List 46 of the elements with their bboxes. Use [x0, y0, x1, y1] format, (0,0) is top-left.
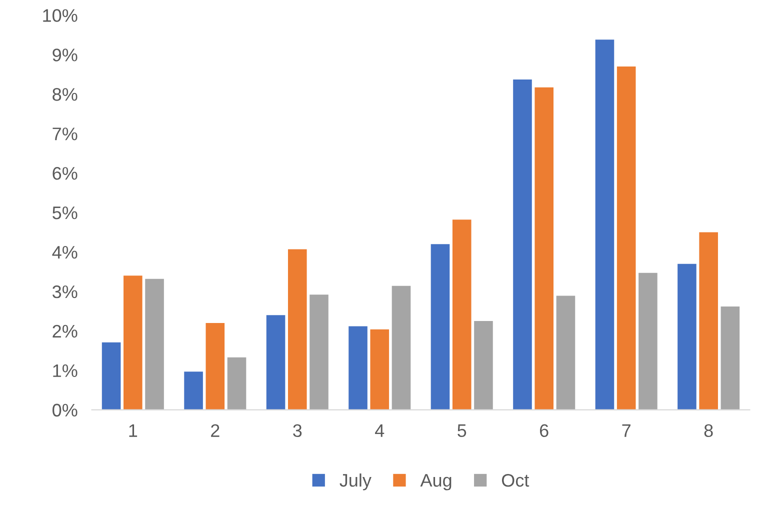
bar	[452, 220, 472, 410]
bar	[556, 296, 576, 410]
bar	[206, 323, 225, 410]
bar	[534, 87, 554, 410]
bar	[184, 372, 203, 410]
y-tick-label: 8%	[52, 88, 78, 101]
bar	[227, 357, 246, 410]
x-tick-label: 8	[704, 424, 713, 438]
y-tick-label: 10%	[43, 9, 78, 22]
bar	[699, 232, 718, 410]
y-tick-label: 7%	[52, 128, 78, 140]
bar	[145, 278, 164, 410]
legend-label: Oct	[502, 474, 530, 487]
bar	[474, 321, 493, 410]
x-tick-label: 6	[540, 424, 548, 438]
x-tick-label: 4	[375, 424, 384, 437]
x-tick-label: 7	[622, 424, 630, 437]
y-tick-label: 9%	[52, 48, 78, 62]
bar	[513, 80, 532, 410]
y-tick-label: 1%	[53, 364, 78, 378]
bar	[348, 326, 368, 410]
x-tick-label: 2	[211, 424, 220, 437]
y-tick-label: 4%	[52, 246, 78, 259]
bar	[102, 342, 121, 410]
bar	[392, 286, 411, 410]
y-tick-label: 2%	[52, 324, 78, 338]
y-tick-label: 6%	[52, 166, 78, 180]
bar	[288, 249, 307, 410]
bar	[266, 315, 286, 410]
legend-label: Aug	[420, 474, 452, 490]
bar	[430, 244, 450, 410]
bar	[595, 40, 614, 410]
legend-label: July	[340, 473, 372, 490]
bar	[370, 329, 390, 410]
bar	[616, 66, 636, 410]
bar	[124, 276, 142, 410]
bar	[678, 264, 696, 410]
y-tick-label: 5%	[52, 206, 78, 220]
y-tick-label: 0%	[52, 404, 78, 417]
x-tick-label: 1	[129, 424, 138, 437]
bar	[638, 272, 658, 410]
x-tick-label: 3	[293, 424, 302, 438]
bar	[310, 294, 328, 410]
x-tick-label: 5	[458, 424, 466, 438]
y-tick-label: 3%	[52, 285, 78, 298]
bar	[720, 306, 740, 410]
